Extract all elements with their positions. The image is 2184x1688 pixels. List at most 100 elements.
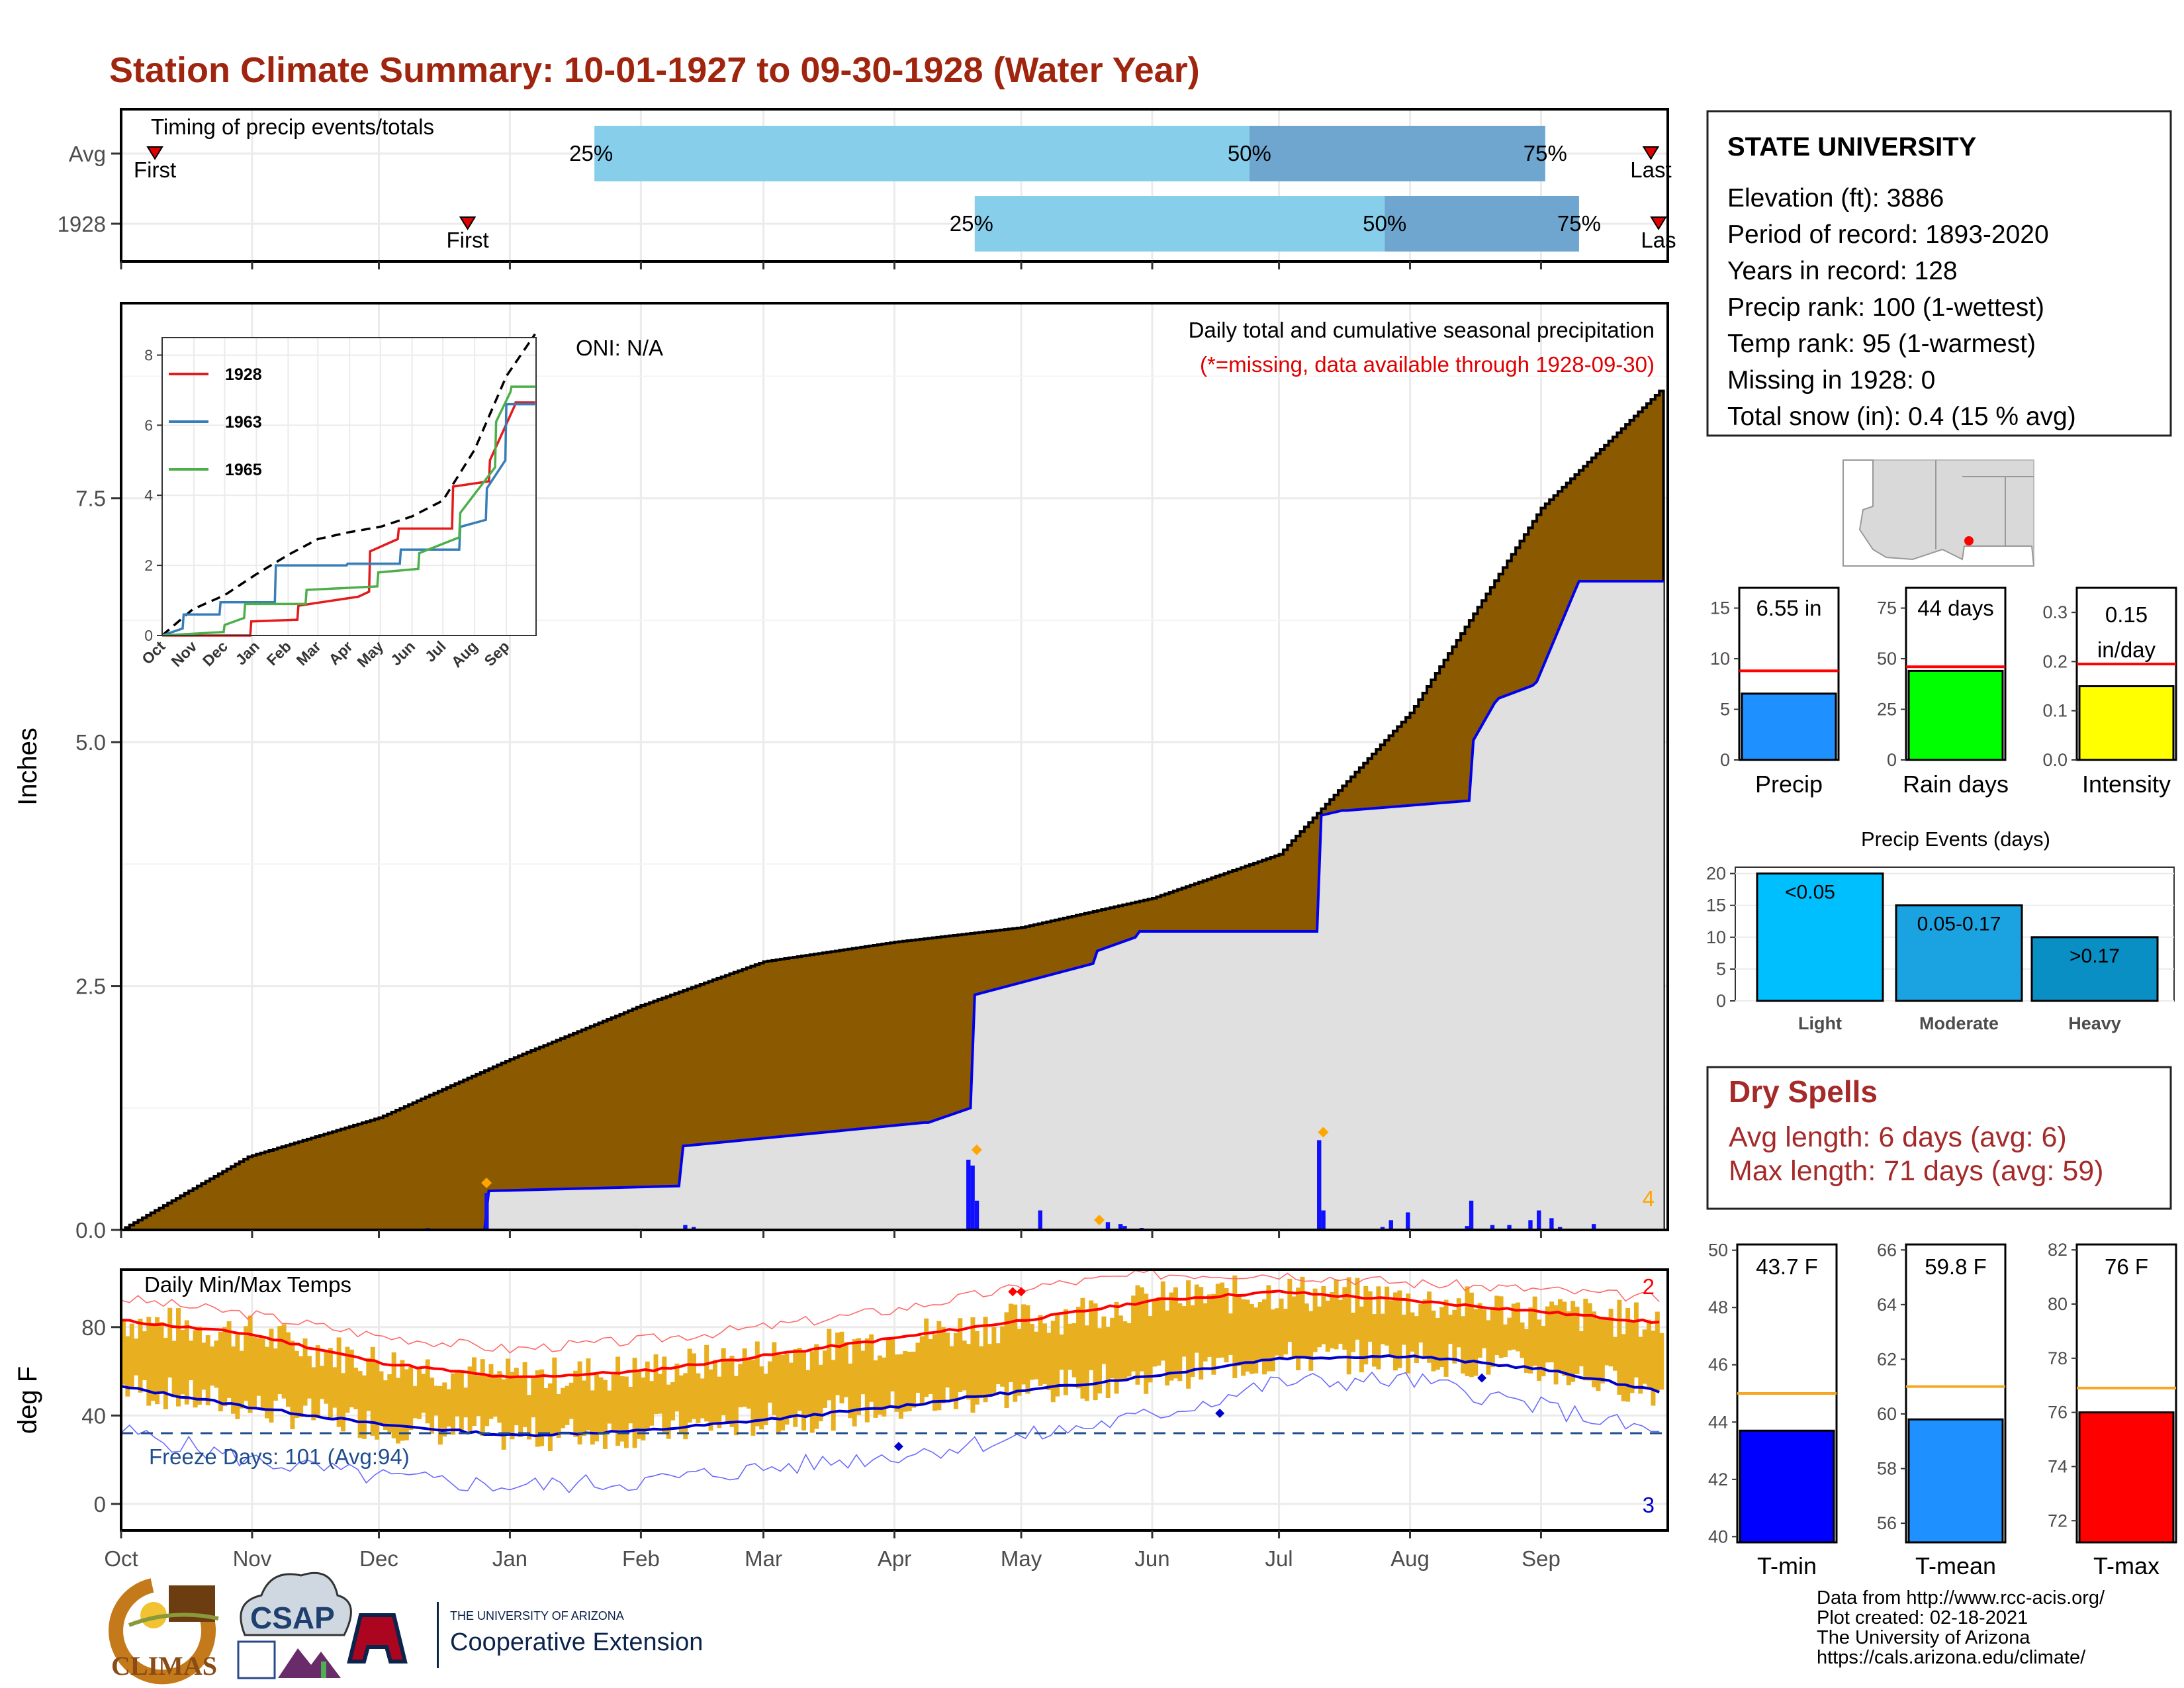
daily-temp-bar xyxy=(936,1321,942,1411)
daily-temp-bar xyxy=(1071,1323,1077,1378)
freeze-days-label: Freeze Days: 101 (Avg:94) xyxy=(149,1444,410,1469)
daily-temp-bar xyxy=(159,1322,164,1393)
event-marker xyxy=(1093,1215,1105,1226)
event-bar xyxy=(2030,936,2159,1002)
event-bar-value: >0.17 xyxy=(2070,945,2120,967)
daily-temp-bar xyxy=(539,1369,545,1446)
y-tick-label: 2.5 xyxy=(75,974,106,999)
daily-temp-bar xyxy=(375,1362,380,1440)
daily-temp-bar xyxy=(653,1354,659,1415)
daily-temp-bar xyxy=(1583,1298,1588,1381)
daily-temp-bar xyxy=(1482,1309,1487,1348)
daily-temp-bar xyxy=(239,1350,244,1409)
daily-temp-bar xyxy=(324,1352,329,1404)
daily-temp-bar xyxy=(408,1366,414,1430)
daily-temp-bar xyxy=(459,1370,464,1434)
timing-bar-25-50 xyxy=(974,196,1385,252)
record-marker xyxy=(1215,1409,1225,1419)
daily-temp-bar xyxy=(1105,1327,1111,1399)
daily-temp-bar xyxy=(729,1356,735,1427)
event-category-label: Heavy xyxy=(2068,1013,2121,1033)
daily-temp-bar xyxy=(1160,1281,1165,1361)
record-max-line xyxy=(120,1268,1660,1354)
dry-spells-max: Max length: 71 days (avg: 59) xyxy=(1729,1155,2103,1187)
daily-temp-bar xyxy=(747,1360,752,1409)
daily-temp-bar xyxy=(1186,1280,1191,1389)
daily-temp-bar xyxy=(1380,1313,1385,1344)
mini-bar xyxy=(1739,1429,1835,1544)
mini-y-tick: 82 xyxy=(2048,1240,2068,1260)
timing-p75-label: 75% xyxy=(1557,211,1601,236)
daily-temp-bar xyxy=(1203,1303,1208,1362)
daily-temp-bar xyxy=(1300,1276,1305,1357)
daily-precip-bar xyxy=(692,1227,696,1230)
daily-temp-bar xyxy=(180,1329,185,1395)
first-event-marker xyxy=(146,146,163,160)
daily-temp-bar xyxy=(932,1334,937,1411)
daily-temp-bar xyxy=(506,1358,511,1433)
last-event-label: Last xyxy=(1630,158,1671,182)
daily-temp-bar xyxy=(1553,1305,1559,1385)
daily-precip-bar xyxy=(1537,1210,1541,1230)
daily-temp-bar xyxy=(848,1363,853,1419)
event-marker xyxy=(481,1178,492,1189)
daily-temp-bar xyxy=(1253,1307,1259,1374)
month-tick-label: Jan xyxy=(492,1546,527,1571)
daily-precip-bar xyxy=(683,1225,688,1230)
daily-temp-bar xyxy=(497,1371,502,1423)
daily-temp-bar xyxy=(1287,1278,1293,1342)
daily-temp-bar xyxy=(1194,1284,1199,1353)
inset-legend-label: 1965 xyxy=(225,461,262,479)
daily-temp-bar xyxy=(1431,1310,1436,1372)
daily-temp-bar xyxy=(1126,1323,1132,1377)
daily-temp-bar xyxy=(184,1320,189,1405)
daily-temp-bar xyxy=(412,1385,418,1419)
daily-temp-bar xyxy=(150,1323,156,1401)
daily-temp-bar xyxy=(290,1340,295,1430)
daily-temp-bar xyxy=(843,1342,848,1397)
daily-temp-bar xyxy=(751,1360,756,1436)
timing-row-label: 1928 xyxy=(58,212,106,236)
daily-temp-bar xyxy=(167,1307,173,1378)
daily-temp-bar xyxy=(1101,1316,1107,1364)
daily-temp-bar xyxy=(742,1348,747,1407)
daily-temp-bar xyxy=(421,1374,426,1413)
events-y-tick: 5 xyxy=(1716,959,1726,979)
daily-temp-bar xyxy=(265,1346,270,1419)
footer-credits: Data from http://www.rcc-acis.org/ Plot … xyxy=(1817,1587,2105,1668)
daily-temp-bar xyxy=(446,1389,451,1427)
temp-summary-bars: 43.7 F 40 42 44 46 48 50 T-min 59.8 F 56 58 60 62 64 6… xyxy=(1708,1240,2177,1579)
daily-temp-bar xyxy=(1165,1310,1170,1385)
dry-spells-box: Dry Spells Avg length: 6 days (avg: 6) M… xyxy=(1706,1066,2172,1210)
daily-temp-bar xyxy=(793,1349,798,1427)
daily-temp-bar xyxy=(189,1340,194,1381)
daily-temp-bar xyxy=(1617,1299,1622,1395)
daily-temp-bar xyxy=(522,1362,527,1427)
daily-temp-bar xyxy=(1592,1311,1597,1387)
daily-temp-bar xyxy=(818,1364,823,1422)
daily-temp-bar xyxy=(1025,1305,1030,1394)
event-marker xyxy=(971,1144,982,1155)
daily-temp-bar xyxy=(919,1336,925,1403)
daily-temp-bar xyxy=(1312,1288,1318,1352)
mini-bar-label: Precip xyxy=(1755,771,1823,798)
record-high-count: 2 xyxy=(1643,1274,1655,1299)
mini-bar-value: 76 F xyxy=(2105,1254,2148,1279)
daily-temp-bar xyxy=(1469,1292,1474,1378)
footer-line: https://cals.arizona.edu/climate/ xyxy=(1817,1647,2086,1668)
daily-temp-bar xyxy=(518,1377,523,1437)
daily-temp-bar xyxy=(953,1333,958,1409)
daily-temp-bar xyxy=(780,1355,786,1430)
daily-temp-bar xyxy=(1516,1302,1521,1352)
first-event-marker xyxy=(459,216,477,230)
daily-precip-bar xyxy=(1465,1226,1469,1230)
daily-temp-bar xyxy=(294,1350,299,1419)
daily-temp-bar xyxy=(1502,1324,1508,1358)
mini-bar-value: 59.8 F xyxy=(1925,1254,1987,1279)
daily-temp-bar xyxy=(1330,1292,1335,1348)
daily-temp-bar xyxy=(1443,1299,1449,1377)
mini-y-tick: 0.3 xyxy=(2042,602,2068,622)
daily-temp-bar xyxy=(1220,1282,1225,1358)
mini-y-tick: 76 xyxy=(2048,1403,2068,1423)
